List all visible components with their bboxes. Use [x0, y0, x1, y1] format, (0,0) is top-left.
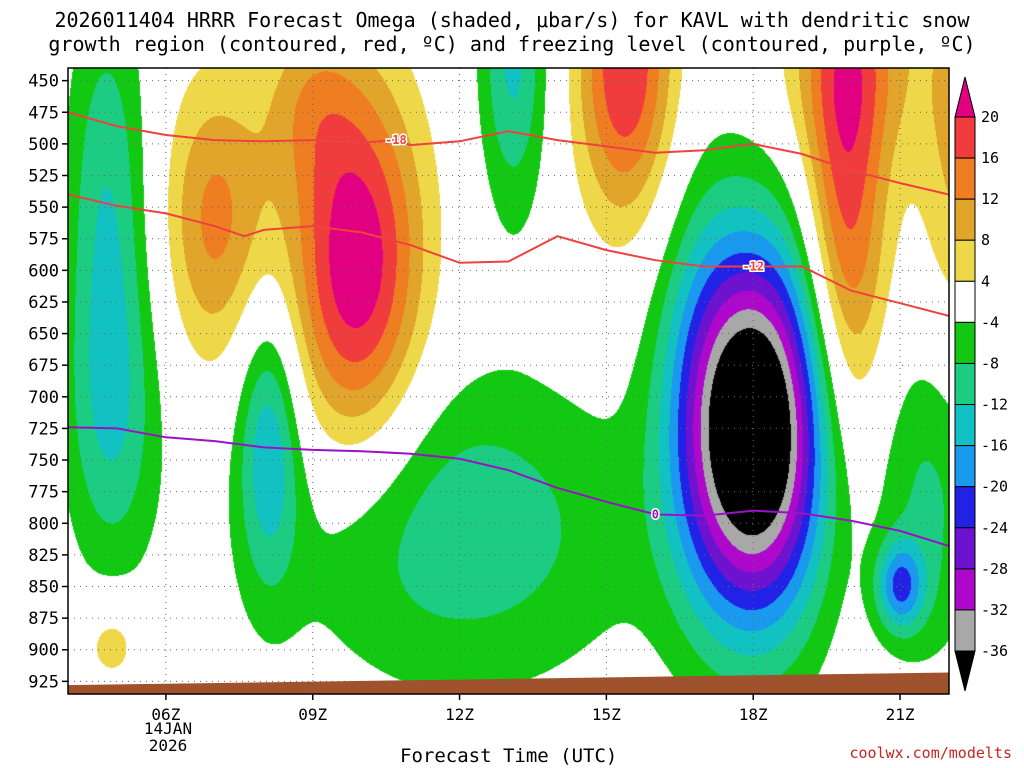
y-tick-label: 775 [28, 483, 59, 503]
date-label: 14JAN 2026 [128, 720, 208, 754]
colorbar-label: -28 [981, 560, 1008, 578]
x-tick-label: 18Z [739, 705, 768, 724]
freezing-level-contour [68, 426, 949, 547]
y-tick-label: 500 [28, 135, 59, 155]
x-tick-label: 21Z [886, 705, 915, 724]
colorbar-top-arrow [954, 76, 976, 118]
date-label-year: 2026 [148, 736, 188, 755]
freezing-level-contour-label: 0 [652, 507, 659, 521]
colorbar-label: -24 [981, 519, 1008, 537]
colorbar-bottom-arrow [954, 650, 976, 692]
x-tick-label: 06Z [151, 705, 180, 724]
y-tick-label: 575 [28, 230, 59, 250]
y-tick-label: 725 [28, 419, 59, 439]
chart-title: 2026011404 HRRR Forecast Omega (shaded, … [0, 8, 1024, 56]
colorbar-label: -8 [981, 354, 999, 372]
y-tick-label: 475 [28, 103, 59, 123]
colorbar-label: -36 [981, 642, 1008, 660]
colorbar-label: 4 [981, 272, 990, 290]
colorbar-label: -20 [981, 478, 1008, 496]
colorbar-label: -32 [981, 601, 1008, 619]
colorbar-swatch [954, 486, 976, 529]
y-tick-label: 625 [28, 293, 59, 313]
colorbar-swatch [954, 321, 976, 364]
y-tick-label: 550 [28, 198, 59, 218]
y-tick-label: 525 [28, 166, 59, 186]
credit-link[interactable]: coolwx.com/modelts [849, 744, 1012, 762]
colorbar-swatch [954, 157, 976, 200]
y-tick-label: 650 [28, 325, 59, 345]
colorbar-swatch [954, 609, 976, 652]
y-tick-label: 700 [28, 388, 59, 408]
colorbar-label: 12 [981, 190, 999, 208]
colorbar-swatch [954, 280, 976, 323]
plot-frame [67, 67, 950, 695]
dgz-contour-minus18 [68, 111, 949, 196]
x-tick-label: 12Z [445, 705, 474, 724]
colorbar-swatch [954, 362, 976, 406]
terrain-ground [68, 672, 949, 694]
colorbar-label: -4 [981, 313, 999, 331]
colorbar-label: 20 [981, 108, 999, 126]
colorbar-swatch [954, 527, 976, 570]
x-tick-label: 09Z [298, 705, 327, 724]
dgz-contour-minus12-label: -12 [742, 260, 764, 274]
colorbar-label: -12 [981, 396, 1008, 414]
colorbar-label: -16 [981, 437, 1008, 455]
colorbar-swatch [954, 116, 976, 159]
colorbar-swatch [954, 404, 976, 447]
y-tick-label: 450 [28, 72, 59, 92]
y-tick-label: 800 [28, 514, 59, 534]
y-tick-label: 850 [28, 578, 59, 598]
y-tick-label: 675 [28, 356, 59, 376]
omega-shading [68, 68, 949, 694]
x-tick-label: 15Z [592, 705, 621, 724]
dgz-contour-minus12 [68, 193, 949, 317]
x-axis-title: Forecast Time (UTC) [400, 745, 618, 767]
colorbar-swatch [954, 198, 976, 241]
colorbar-swatch [954, 445, 976, 488]
colorbar-swatch [954, 239, 976, 282]
y-tick-label: 900 [28, 641, 59, 661]
colorbar-swatch [954, 568, 976, 611]
y-tick-label: 925 [28, 672, 59, 692]
y-tick-label: 750 [28, 451, 59, 471]
y-tick-label: 825 [28, 546, 59, 566]
colorbar-label: 8 [981, 231, 990, 249]
y-tick-label: 875 [28, 609, 59, 629]
y-tick-label: 600 [28, 261, 59, 281]
date-label-day: 14JAN [143, 719, 193, 738]
dgz-contour-minus18-label: -18 [385, 133, 407, 147]
colorbar-label: 16 [981, 149, 999, 167]
title-line-2: growth region (contoured, red, ºC) and f… [48, 32, 976, 56]
title-line-1: 2026011404 HRRR Forecast Omega (shaded, … [54, 8, 970, 32]
